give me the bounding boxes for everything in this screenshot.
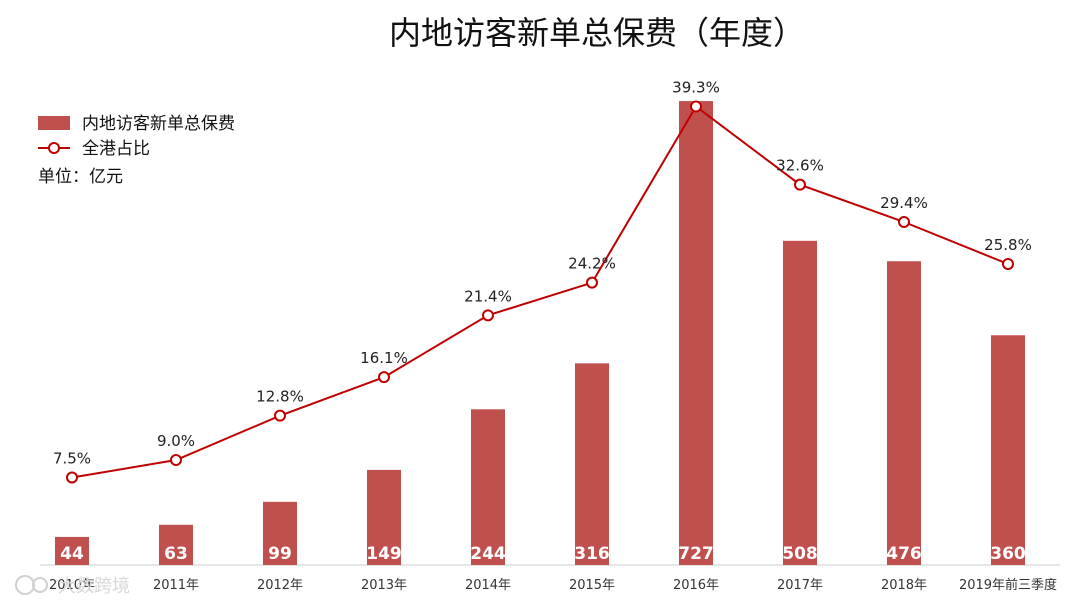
bar [367, 469, 401, 565]
line-value-label: 25.8% [984, 236, 1032, 254]
line-point [898, 216, 910, 228]
x-tick-label: 2015年 [569, 578, 615, 593]
bar-value-label: 727 [678, 544, 714, 564]
line-path [71, 105, 1009, 479]
line-value-label: 7.5% [53, 450, 91, 468]
bar-value-label: 316 [574, 544, 610, 564]
bar-value-label: 149 [366, 544, 402, 564]
legend-bar-label: 内地访客新单总保费 [82, 114, 235, 134]
line-value-label: 24.2% [568, 255, 616, 273]
line-value-label: 29.4% [880, 194, 928, 212]
x-tick-label: 2012年 [257, 578, 303, 593]
bar [991, 335, 1025, 565]
bar [159, 524, 193, 565]
x-tick-label: 2010年 [49, 578, 95, 593]
bar [263, 501, 297, 565]
bar-value-label: 476 [886, 544, 922, 564]
line-point [794, 178, 806, 191]
watermark-logo-icon [15, 575, 35, 595]
legend-line-label: 全港占比 [82, 139, 150, 159]
bar-value-label: 63 [164, 544, 188, 564]
bar-value-label: 44 [60, 544, 84, 564]
line-value-label: 32.6% [776, 157, 824, 175]
line-value-label: 16.1% [360, 349, 408, 367]
x-tick-label: 2013年 [361, 578, 407, 593]
bar [679, 101, 713, 566]
x-tick-label: 2017年 [777, 578, 823, 593]
line-value-label: 21.4% [464, 287, 512, 305]
x-tick-label: 2019年前三季度 [959, 577, 1057, 593]
legend-line-marker [48, 142, 60, 154]
bar-value-label: 99 [268, 544, 292, 564]
x-tick-label: 2011年 [153, 578, 199, 593]
line-value-label: 9.0% [157, 432, 195, 450]
x-tick-label: 2014年 [465, 578, 511, 593]
bar-value-label: 244 [470, 544, 506, 564]
bar [783, 240, 817, 565]
line-point [66, 471, 78, 484]
line-value-label: 12.8% [256, 388, 304, 406]
bar [575, 363, 609, 565]
chart-title: 内地访客新单总保费（年度） [389, 14, 805, 52]
watermark-text: 大数跨境 [58, 576, 130, 597]
line-point [586, 276, 598, 289]
bar [471, 409, 505, 565]
legend: 内地访客新单总保费 全港占比 单位：亿元 [38, 114, 235, 187]
bar-series: 44 63 99 149 244 316 727 508 476 360 [55, 101, 1026, 566]
line-series: 7.5% 9.0% 12.8% 16.1% 21.4% 24.2% 39.3% 32.6% 29… [53, 79, 1032, 484]
line-point [378, 371, 390, 384]
bar [887, 261, 921, 565]
bar-value-label: 360 [990, 544, 1026, 564]
line-value-label: 39.3% [672, 79, 720, 97]
x-axis-ticks: 2010年 2011年 2012年 2013年 2014年 2015年 2016年 2017年… [49, 577, 1057, 593]
legend-bar-swatch [38, 116, 70, 130]
bar-value-label: 508 [782, 544, 818, 564]
watermark-logo-icon-2 [32, 577, 48, 593]
unit-label: 单位：亿元 [38, 167, 123, 187]
line-point [482, 309, 494, 322]
line-point [274, 409, 286, 422]
line-point [170, 454, 182, 466]
line-point [1002, 258, 1014, 270]
x-tick-label: 2016年 [673, 578, 719, 593]
watermark: 大数跨境 [15, 575, 130, 597]
line-point [690, 100, 702, 113]
x-tick-label: 2018年 [881, 578, 927, 593]
bar [55, 536, 89, 565]
